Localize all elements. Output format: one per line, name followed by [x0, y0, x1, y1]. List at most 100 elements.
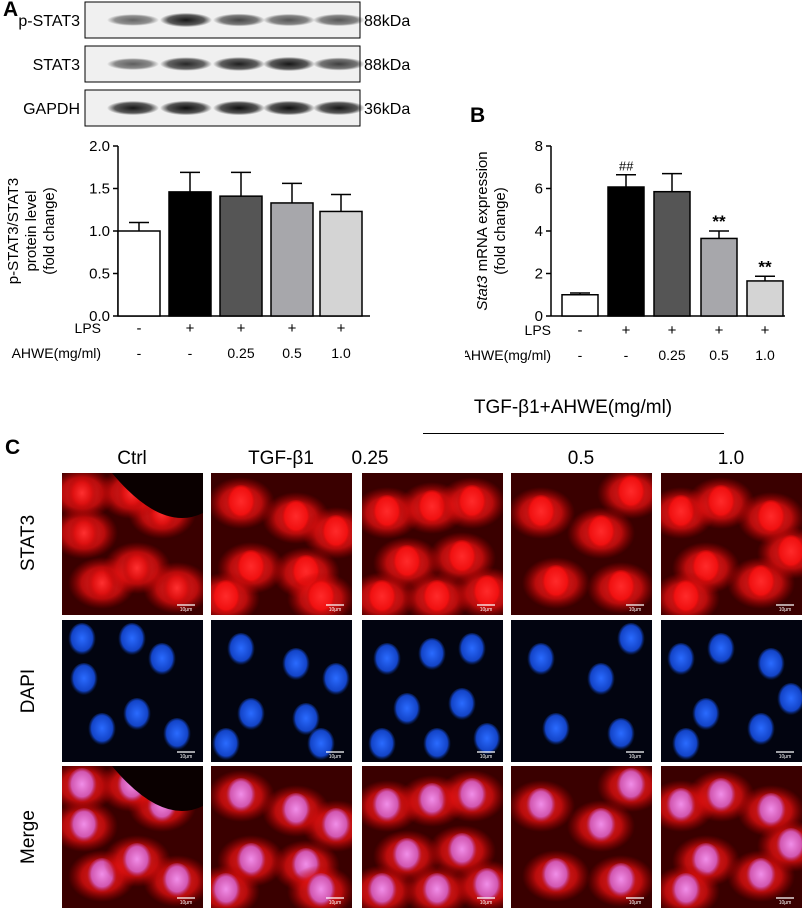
nucleus: [418, 638, 446, 672]
y-axis-label: p-STAT3/STAT3: [5, 178, 22, 284]
nucleus: [617, 623, 645, 657]
bar: [168, 191, 212, 317]
nucleus: [756, 793, 786, 829]
nucleus: [392, 545, 422, 581]
lps-value: +: [186, 320, 195, 337]
y-tick-label: 2: [535, 266, 543, 283]
nucleus: [473, 723, 501, 757]
blot-row: GAPDH 36kDa: [23, 89, 410, 127]
nucleus: [122, 843, 152, 879]
ahwe-value: 0.5: [282, 345, 302, 361]
ahwe-value: 1.0: [755, 347, 775, 363]
scale-bar-label: 10μm: [329, 754, 342, 760]
nucleus: [70, 663, 98, 697]
blot-band: [107, 100, 159, 116]
lps-row-label: LPS: [525, 322, 551, 338]
dark-region: [112, 473, 203, 518]
nucleus: [306, 580, 336, 615]
nucleus: [707, 633, 735, 667]
scale-bar-label: 10μm: [480, 607, 493, 613]
bar: [607, 186, 645, 317]
ahwe-value: 1.0: [331, 345, 351, 361]
blot-band: [213, 13, 265, 27]
bar: [700, 237, 738, 317]
blot-row: p-STAT3 88kDa: [18, 1, 410, 39]
nucleus: [292, 703, 320, 737]
ahwe-value: 0.5: [709, 347, 729, 363]
nucleus: [211, 873, 241, 908]
blot-band: [213, 57, 265, 71]
nucleus: [447, 833, 477, 869]
blot-size: 88kDa: [364, 57, 410, 74]
bar: [653, 190, 691, 317]
nucleus: [746, 565, 776, 601]
y-tick-label: 0.0: [89, 308, 110, 325]
stat3-image: 10μm: [511, 473, 652, 615]
lps-row-label: LPS: [75, 320, 101, 336]
merge-image: 10μm: [362, 766, 503, 908]
nucleus: [321, 808, 351, 844]
scale-bar-label: 10μm: [180, 607, 193, 613]
nucleus: [282, 648, 310, 682]
column-label-ctrl: Ctrl: [117, 448, 147, 469]
scale-bar-label: 10μm: [779, 900, 792, 906]
nucleus: [526, 495, 556, 531]
dark-region: [112, 766, 203, 811]
column-label-05: 0.5: [567, 448, 595, 469]
y-tick-label: 1.0: [89, 223, 110, 240]
lps-value: -: [578, 322, 583, 339]
nucleus: [118, 623, 146, 657]
nucleus: [607, 718, 635, 752]
microscopy-grid: 10μm 10μm 10μm 10μm 10μm 10μm 10μm 10μm 10μm 10μm…: [62, 473, 802, 908]
stat3-image: 10μm: [362, 473, 503, 615]
bar: [561, 294, 599, 317]
lps-value: +: [288, 320, 297, 337]
nucleus: [746, 858, 776, 894]
dapi-image: 10μm: [211, 620, 352, 762]
nucleus: [526, 788, 556, 824]
blot-size: 88kDa: [364, 13, 410, 30]
y-tick-label: 1.5: [89, 181, 110, 198]
scale-bar-label: 10μm: [180, 900, 193, 906]
nucleus: [306, 873, 336, 908]
y-axis-label: protein level: [23, 191, 40, 272]
nucleus: [67, 768, 97, 804]
blot-band: [160, 12, 212, 28]
lps-value: +: [761, 322, 770, 339]
nucleus: [457, 778, 487, 814]
nucleus: [237, 698, 265, 732]
merge-image: 10μm: [661, 766, 802, 908]
ahwe-row-label: AHWE(mg/ml): [465, 347, 551, 363]
significance-label: **: [758, 257, 772, 276]
nucleus: [541, 565, 571, 601]
blot-label: GAPDH: [23, 101, 80, 118]
stat3-image: 10μm: [661, 473, 802, 615]
blot-band: [160, 100, 212, 116]
nucleus: [586, 515, 616, 551]
nucleus: [671, 873, 701, 908]
nucleus: [212, 728, 240, 762]
y-axis-label: (fold change): [41, 187, 58, 275]
y-tick-label: 6: [535, 181, 543, 198]
nucleus: [672, 728, 700, 762]
dapi-image: 10μm: [362, 620, 503, 762]
lps-value: -: [137, 320, 142, 337]
nucleus: [368, 728, 396, 762]
dapi-image: 10μm: [511, 620, 652, 762]
nucleus: [88, 713, 116, 747]
chart-a: 0.0 0.5 1.0 1.5 2.0 p-STAT3/STAT3 protein leve…: [5, 138, 370, 361]
bar: [319, 210, 363, 317]
blot-band: [263, 100, 315, 116]
nucleus: [68, 623, 96, 657]
nucleus: [423, 728, 451, 762]
scale-bar-label: 10μm: [629, 607, 642, 613]
nucleus: [706, 778, 736, 814]
nucleus: [747, 713, 775, 747]
y-tick-label: 0.5: [89, 266, 110, 283]
nucleus: [706, 485, 736, 521]
nucleus: [757, 648, 785, 682]
nucleus: [392, 838, 422, 874]
scale-bar-label: 10μm: [629, 754, 642, 760]
scale-bar-label: 10μm: [779, 754, 792, 760]
nucleus: [777, 683, 802, 717]
